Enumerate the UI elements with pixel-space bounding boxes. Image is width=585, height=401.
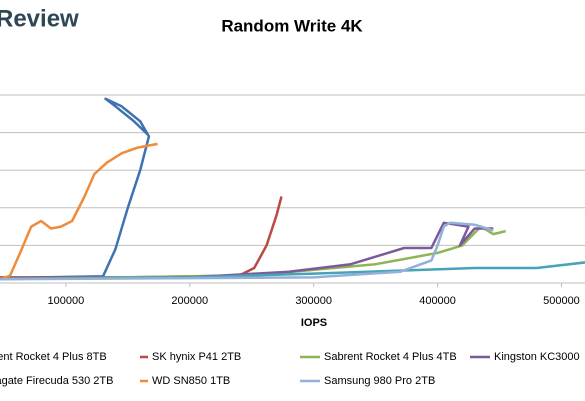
series-line [0, 261, 585, 280]
legend-label: SK hynix P41 2TB [152, 351, 241, 363]
plot-area [0, 97, 585, 281]
series-line [0, 142, 158, 281]
watermark: Review [0, 5, 79, 32]
legend: Sabrent Rocket 4 Plus 8TB SK hynix P41 2T… [0, 351, 580, 387]
series-line [0, 97, 151, 280]
x-tick-label: 400000 [419, 295, 456, 307]
x-tick-label: 300000 [295, 295, 332, 307]
legend-label: Kingston KC3000 [494, 351, 580, 363]
x-tick-label: 500000 [543, 295, 580, 307]
legend-label: Sabrent Rocket 4 Plus 4TB [324, 351, 457, 363]
legend-label: Samsung 980 Pro 2TB [324, 375, 435, 387]
legend-label: Sabrent Rocket 4 Plus 8TB [0, 351, 107, 363]
series-line [0, 221, 494, 280]
legend-label: WD SN850 1TB [152, 375, 230, 387]
chart-title: Random Write 4K [221, 16, 363, 35]
x-tick-label: 200000 [171, 295, 208, 307]
series-line [0, 225, 506, 281]
x-tick-label: 100000 [48, 295, 85, 307]
series-line [0, 196, 283, 279]
legend-label: Seagate Firecuda 530 2TB [0, 375, 113, 387]
series-line [0, 221, 494, 281]
x-axis-label: IOPS [301, 317, 327, 329]
